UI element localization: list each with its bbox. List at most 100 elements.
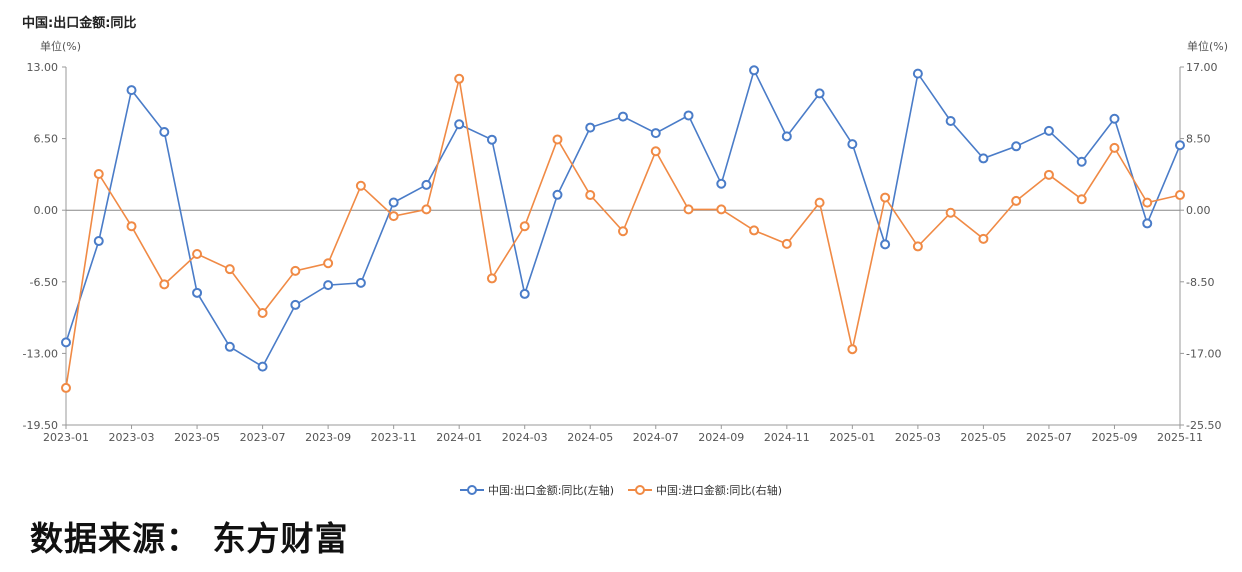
export-data-point	[847, 139, 858, 150]
export-data-point	[650, 128, 661, 139]
import-data-point	[683, 204, 694, 215]
legend-import-label: 中国:进口金额:同比(右轴)	[656, 484, 782, 497]
import-data-point	[650, 146, 661, 157]
import-data-point	[618, 226, 628, 237]
export-data-point	[257, 361, 268, 372]
export-data-point	[814, 88, 825, 99]
import-data-point	[585, 190, 596, 201]
export-data-point	[290, 299, 301, 310]
y-left-tick-label: -13.00	[23, 347, 58, 360]
import-data-point	[355, 180, 366, 191]
x-tick-label: 2023-07	[240, 431, 286, 444]
import-data-point	[749, 225, 760, 236]
x-tick-label: 2023-11	[371, 431, 417, 444]
import-data-point	[454, 73, 465, 84]
legend-item-export[interactable]: 中国:出口金额:同比(左轴)	[460, 482, 614, 498]
data-source: 数据来源： 东方财富	[30, 519, 349, 558]
chart-title: 中国:出口金额:同比	[22, 16, 137, 31]
import-data-point	[781, 238, 792, 249]
y-left-tick-label: 0.00	[34, 204, 59, 217]
export-data-point	[1109, 113, 1120, 124]
export-data-point	[716, 178, 727, 189]
x-tick-label: 2024-09	[698, 431, 744, 444]
export-data-point	[945, 115, 956, 126]
x-tick-label: 2023-05	[174, 431, 220, 444]
y-right-tick-label: -17.00	[1186, 347, 1221, 360]
import-data-point	[1175, 190, 1185, 201]
y-right-tick-label: 17.00	[1186, 61, 1218, 74]
export-data-point	[61, 337, 71, 348]
import-data-point	[1076, 194, 1087, 205]
import-data-point	[290, 265, 301, 276]
export-data-point	[1142, 218, 1153, 229]
import-data-point	[945, 207, 956, 218]
x-tick-label: 2023-03	[109, 431, 155, 444]
export-data-point	[192, 287, 203, 298]
import-data-point	[519, 221, 530, 232]
export-data-point	[486, 134, 497, 145]
export-data-point	[159, 126, 170, 137]
import-data-point	[159, 279, 170, 290]
export-data-point	[1076, 156, 1087, 167]
import-data-point	[388, 211, 399, 222]
export-data-point	[126, 85, 137, 96]
import-data-point	[880, 192, 891, 203]
legend-import-symbol	[628, 485, 652, 495]
import-data-point	[1011, 195, 1022, 206]
x-tick-label: 2025-03	[895, 431, 941, 444]
export-data-point	[552, 189, 563, 200]
export-data-point	[224, 341, 235, 352]
import-data-point	[716, 204, 727, 215]
export-data-point	[421, 179, 432, 190]
import-data-point	[93, 168, 104, 179]
x-tick-label: 2025-01	[829, 431, 875, 444]
x-tick-label: 2024-05	[567, 431, 613, 444]
legend-export-label: 中国:出口金额:同比(左轴)	[488, 484, 614, 497]
x-tick-label: 2024-11	[764, 431, 810, 444]
y-left-tick-label: 6.50	[34, 133, 59, 146]
import-data-point	[224, 264, 235, 275]
y-left-tick-label: -6.50	[30, 276, 58, 289]
import-data-point	[847, 344, 858, 355]
export-data-point	[1043, 125, 1054, 136]
export-data-point	[388, 197, 399, 208]
right-axis-unit: 单位(%)	[1186, 40, 1228, 53]
import-data-point	[1043, 169, 1054, 180]
export-data-point	[912, 68, 923, 79]
y-right-tick-label: 8.50	[1186, 133, 1211, 146]
legend-item-import[interactable]: 中国:进口金额:同比(右轴)	[628, 482, 782, 498]
import-data-point	[61, 382, 71, 393]
x-tick-label: 2025-11	[1157, 431, 1203, 444]
import-data-point	[1109, 142, 1120, 153]
export-data-point	[683, 110, 694, 121]
import-data-point	[323, 258, 334, 269]
x-tick-label: 2025-07	[1026, 431, 1072, 444]
import-data-point	[814, 197, 825, 208]
x-tick-label: 2024-07	[633, 431, 679, 444]
line-chart: 13.00 6.50 0.00 -6.50 -13.00 -19.50 17.00 8.50 0…	[23, 61, 1222, 444]
import-data-point	[192, 249, 203, 260]
legend: 中国:出口金额:同比(左轴) 中国:进口金额:同比(右轴)	[0, 482, 1242, 498]
left-axis-unit: 单位(%)	[40, 40, 82, 53]
x-tick-label: 2025-05	[960, 431, 1006, 444]
import-data-point	[552, 134, 563, 145]
export-data-point	[749, 65, 760, 76]
export-data-point	[880, 239, 891, 250]
export-data-point	[519, 288, 530, 299]
export-data-point	[1011, 141, 1022, 152]
import-data-point	[978, 233, 989, 244]
export-data-point	[454, 119, 465, 130]
x-tick-label: 2024-01	[436, 431, 482, 444]
export-data-point	[323, 280, 334, 291]
y-right-tick-label: 0.00	[1186, 204, 1211, 217]
import-data-point	[1142, 197, 1153, 208]
import-data-point	[421, 204, 432, 215]
legend-export-symbol	[460, 485, 484, 495]
export-data-point	[618, 111, 628, 122]
export-data-point	[93, 236, 104, 247]
x-tick-label: 2024-03	[502, 431, 548, 444]
import-data-point	[257, 307, 268, 318]
import-data-point	[126, 221, 137, 232]
export-data-point	[781, 131, 792, 142]
export-data-point	[355, 277, 366, 288]
